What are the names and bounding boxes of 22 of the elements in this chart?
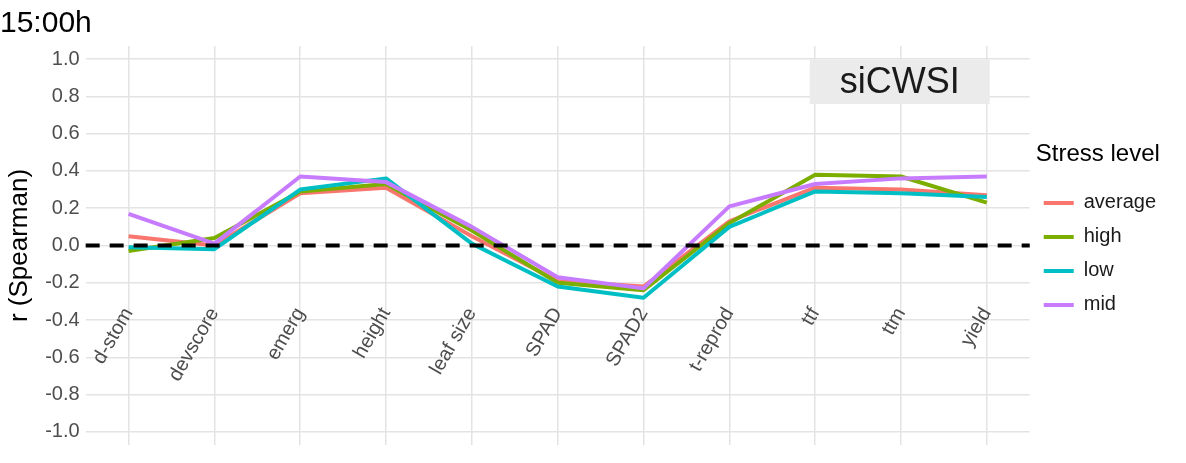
- chart-title: 15:00h: [0, 5, 92, 39]
- y-tick-label: 0.6: [51, 121, 80, 144]
- legend-title: Stress level: [1035, 138, 1160, 166]
- x-tick-label: ttm: [876, 303, 910, 339]
- legend-label: average: [1083, 190, 1157, 213]
- y-tick-label: 0.2: [51, 195, 80, 218]
- y-tick-label: 0.4: [51, 158, 80, 181]
- y-tick-label: -0.2: [45, 270, 80, 293]
- x-tick-label: leaf size: [424, 303, 481, 378]
- y-tick-label: -0.6: [45, 344, 80, 367]
- y-tick-label: 0.8: [51, 83, 80, 106]
- y-tick-label: 1.0: [51, 46, 80, 69]
- legend-label: mid: [1083, 292, 1116, 315]
- legend-label: high: [1083, 224, 1122, 247]
- y-axis-title: r (Spearman): [2, 168, 33, 323]
- y-tick-label: -0.4: [45, 307, 80, 330]
- annotation: siCWSI: [839, 59, 960, 101]
- y-tick-label: -0.8: [45, 382, 80, 405]
- y-tick-label: -1.0: [45, 419, 80, 442]
- y-tick-label: 0.0: [51, 233, 80, 256]
- x-tick-label: ttf: [796, 302, 824, 329]
- legend-label: low: [1083, 258, 1115, 281]
